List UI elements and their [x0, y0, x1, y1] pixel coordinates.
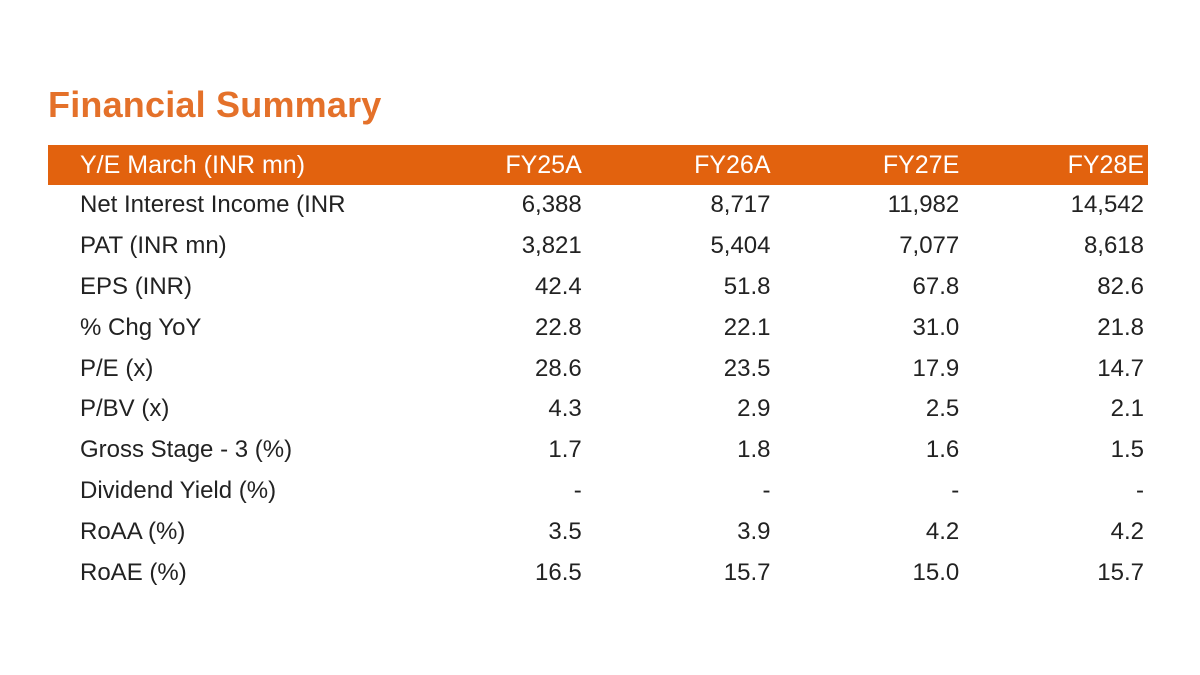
header-col-fy26a: FY26A: [694, 150, 771, 179]
cell-value: 15.0: [912, 558, 960, 586]
cell-value: 22.8: [535, 313, 582, 341]
cell-value: 4.3: [548, 395, 582, 423]
cell-value: 31.0: [912, 313, 960, 341]
cell-value: 22.1: [723, 313, 771, 341]
cell-value: 8,618: [1083, 232, 1144, 260]
row-label: Gross Stage - 3 (%): [80, 436, 293, 464]
cell-value: 3.9: [737, 517, 771, 545]
cell-value: 2.5: [925, 395, 960, 423]
cell-value: 15.7: [723, 558, 771, 586]
cell-value: 16.5: [535, 558, 582, 586]
row-label: P/BV (x): [80, 395, 170, 423]
cell-value: 14,542: [1070, 191, 1144, 219]
table-row: % Chg YoY 22.8 22.1 31.0 21.8: [48, 307, 1148, 348]
cell-value: 67.8: [912, 272, 960, 300]
cell-value: 1.7: [548, 436, 582, 464]
cell-value: 2.1: [1110, 395, 1144, 423]
header-col-fy25a: FY25A: [505, 150, 582, 179]
table-header-row: Y/E March (INR mn) FY25A FY26A FY27E FY2…: [48, 145, 1148, 185]
row-label: % Chg YoY: [80, 313, 202, 341]
cell-value: 17.9: [912, 354, 960, 382]
cell-value: 1.6: [925, 436, 960, 464]
cell-value: 14.7: [1097, 354, 1144, 382]
cell-value: 6,388: [521, 191, 582, 219]
cell-value: -: [951, 476, 960, 504]
cell-value: 23.5: [723, 354, 771, 382]
row-label: RoAE (%): [80, 558, 187, 586]
cell-value: 51.8: [723, 272, 771, 300]
row-label: RoAA (%): [80, 517, 186, 545]
cell-value: -: [573, 476, 582, 504]
cell-value: 15.7: [1097, 558, 1144, 586]
header-col-fy28e: FY28E: [1067, 150, 1144, 179]
cell-value: 28.6: [535, 354, 582, 382]
table-row: P/E (x) 28.6 23.5 17.9 14.7: [48, 348, 1148, 389]
cell-value: 1.5: [1110, 436, 1144, 464]
cell-value: -: [1136, 476, 1144, 504]
table-row: Net Interest Income (INR 6,388 8,717 11,…: [48, 185, 1148, 226]
table-row: RoAA (%) 3.5 3.9 4.2 4.2: [48, 511, 1148, 552]
cell-value: 42.4: [535, 272, 582, 300]
row-label: P/E (x): [80, 354, 154, 382]
page-title: Financial Summary: [48, 84, 382, 125]
header-col-fy27e: FY27E: [882, 150, 960, 179]
cell-value: 3,821: [521, 232, 582, 260]
cell-value: 82.6: [1097, 272, 1144, 300]
cell-value: 2.9: [737, 395, 771, 423]
cell-value: 11,982: [887, 191, 960, 219]
table-row: Gross Stage - 3 (%) 1.7 1.8 1.6 1.5: [48, 430, 1148, 471]
row-label: Net Interest Income (INR: [80, 191, 346, 219]
cell-value: 8,717: [710, 191, 771, 219]
table-row: Dividend Yield (%) - - - -: [48, 471, 1148, 512]
table-row: EPS (INR) 42.4 51.8 67.8 82.6: [48, 267, 1148, 308]
header-label: Y/E March (INR mn): [80, 150, 306, 179]
cell-value: 5,404: [710, 232, 771, 260]
table-row: PAT (INR mn) 3,821 5,404 7,077 8,618: [48, 226, 1148, 267]
financial-summary-table: Y/E March (INR mn) FY25A FY26A FY27E FY2…: [48, 145, 1148, 593]
table-row: P/BV (x) 4.3 2.9 2.5 2.1: [48, 389, 1148, 430]
cell-value: 4.2: [1110, 517, 1144, 545]
cell-value: 4.2: [925, 517, 960, 545]
cell-value: 1.8: [737, 436, 771, 464]
cell-value: 21.8: [1097, 313, 1144, 341]
table-row: RoAE (%) 16.5 15.7 15.0 15.7: [48, 552, 1148, 593]
row-label: EPS (INR): [80, 272, 193, 300]
cell-value: -: [762, 476, 771, 504]
cell-value: 3.5: [548, 517, 582, 545]
cell-value: 7,077: [899, 232, 960, 260]
row-label: PAT (INR mn): [80, 232, 227, 260]
row-label: Dividend Yield (%): [80, 476, 277, 504]
